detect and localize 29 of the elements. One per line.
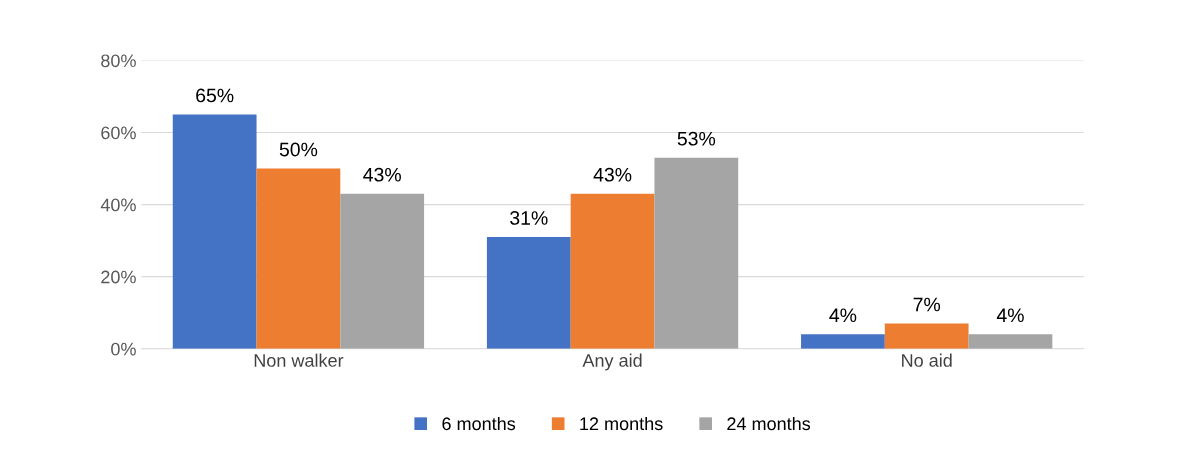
y-tick-label: 0% (111, 342, 136, 356)
bar (801, 334, 885, 349)
bar (340, 193, 425, 349)
legend-label: 6 months (442, 416, 516, 431)
bar (968, 334, 1053, 349)
bar (486, 237, 571, 349)
x-tick-label: Any aid (582, 353, 642, 371)
data-label: 50% (279, 142, 318, 157)
data-label: 31% (510, 211, 548, 225)
data-label: 4% (829, 308, 857, 323)
legend-label: 12 months (580, 416, 663, 431)
x-tick-label: No aid (902, 353, 952, 367)
legend-label: 24 months (727, 416, 811, 431)
y-tick-label: 40% (100, 198, 136, 212)
x-tick-label: Non walker (254, 353, 344, 367)
y-tick-label: 60% (101, 126, 136, 140)
data-label: 53% (677, 131, 716, 146)
data-label: 65% (196, 88, 234, 103)
y-tick-label: 20% (101, 270, 136, 284)
bar (654, 157, 739, 349)
data-label: 7% (913, 297, 941, 312)
y-tick-label: 80% (101, 54, 136, 68)
data-label: 4% (996, 308, 1024, 323)
bar (570, 193, 655, 349)
bar (256, 168, 341, 349)
data-label: 43% (593, 167, 632, 182)
bar (884, 323, 969, 349)
bar (172, 114, 257, 349)
data-label: 43% (363, 167, 401, 182)
